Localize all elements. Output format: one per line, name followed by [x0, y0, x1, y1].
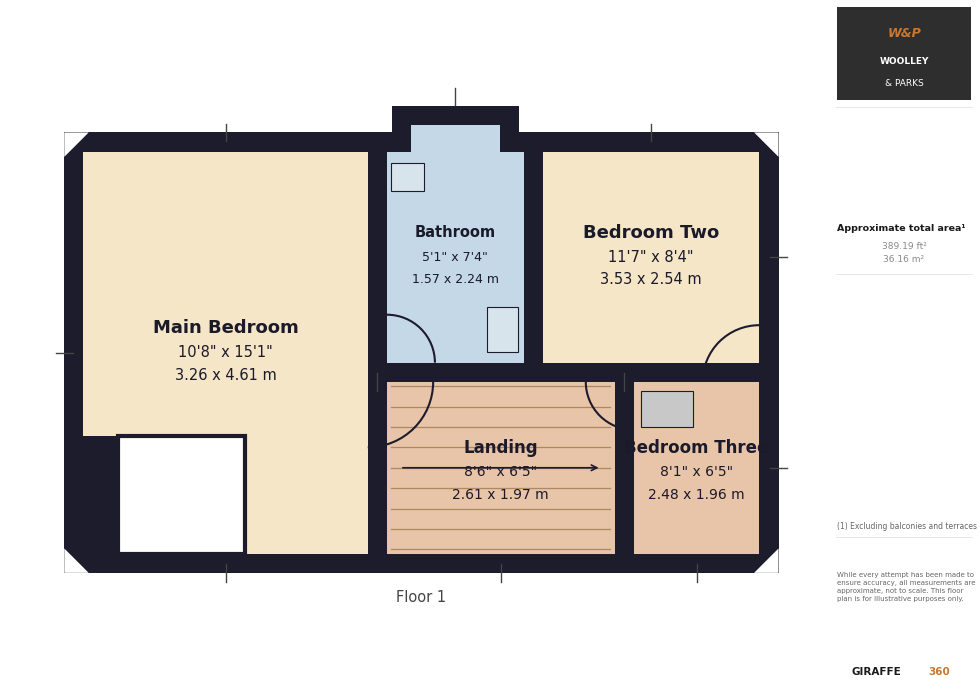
Text: Approximate total area¹: Approximate total area¹ — [837, 225, 966, 233]
Bar — [83, 152, 368, 554]
Bar — [524, 152, 543, 362]
Text: 3.53 x 2.54 m: 3.53 x 2.54 m — [601, 272, 702, 288]
Text: WOOLLEY: WOOLLEY — [879, 57, 929, 66]
Bar — [392, 106, 519, 125]
Text: 2.48 x 1.96 m: 2.48 x 1.96 m — [648, 488, 745, 502]
Bar — [392, 106, 411, 152]
Text: 2.61 x 1.97 m: 2.61 x 1.97 m — [453, 488, 549, 502]
Bar — [543, 152, 760, 362]
Text: Bedroom Two: Bedroom Two — [583, 224, 719, 242]
Bar — [387, 382, 614, 554]
Bar — [411, 106, 500, 152]
Bar — [387, 362, 760, 382]
Text: & PARKS: & PARKS — [885, 79, 923, 88]
Text: GIRAFFE: GIRAFFE — [852, 667, 902, 677]
Text: 360: 360 — [928, 667, 950, 677]
Bar — [487, 307, 517, 352]
Text: W&P: W&P — [887, 26, 921, 40]
Text: 389.19 ft²: 389.19 ft² — [882, 242, 926, 250]
Text: Floor 1: Floor 1 — [396, 590, 447, 605]
Bar — [411, 125, 500, 152]
Bar — [500, 106, 519, 152]
Text: While every attempt has been made to
ensure accuracy, all measurements are
appro: While every attempt has been made to ens… — [837, 572, 976, 602]
Text: 10'8" x 15'1": 10'8" x 15'1" — [178, 345, 273, 360]
Bar — [119, 436, 245, 554]
Polygon shape — [754, 132, 778, 157]
Bar — [391, 163, 424, 191]
Bar — [391, 163, 424, 191]
Text: 1.57 x 2.24 m: 1.57 x 2.24 m — [412, 273, 499, 286]
Bar — [837, 7, 971, 100]
Bar — [387, 152, 524, 362]
Bar — [411, 125, 500, 152]
Text: 8'6" x 6'5": 8'6" x 6'5" — [465, 465, 537, 479]
Bar — [411, 125, 500, 152]
Bar — [487, 307, 517, 352]
Text: Landing: Landing — [464, 439, 538, 457]
Bar — [641, 391, 693, 427]
Text: 5'1" x 7'4": 5'1" x 7'4" — [422, 251, 488, 263]
Text: Main Bedroom: Main Bedroom — [153, 319, 299, 337]
Bar — [634, 382, 760, 554]
Bar — [119, 436, 245, 554]
Bar — [614, 382, 634, 554]
Polygon shape — [65, 132, 89, 157]
Text: 36.16 m²: 36.16 m² — [884, 256, 924, 264]
Text: Bathroom: Bathroom — [415, 225, 496, 240]
Text: (1) Excluding balconies and terraces: (1) Excluding balconies and terraces — [837, 523, 977, 531]
Text: Bedroom Three: Bedroom Three — [624, 439, 768, 457]
Polygon shape — [65, 548, 89, 573]
Text: 8'1" x 6'5": 8'1" x 6'5" — [660, 465, 733, 479]
Bar — [83, 436, 119, 554]
Bar — [368, 152, 387, 554]
Bar — [641, 391, 693, 427]
Text: 11'7" x 8'4": 11'7" x 8'4" — [609, 249, 694, 265]
Polygon shape — [754, 548, 778, 573]
Text: 3.26 x 4.61 m: 3.26 x 4.61 m — [174, 368, 276, 383]
Bar — [65, 132, 778, 573]
